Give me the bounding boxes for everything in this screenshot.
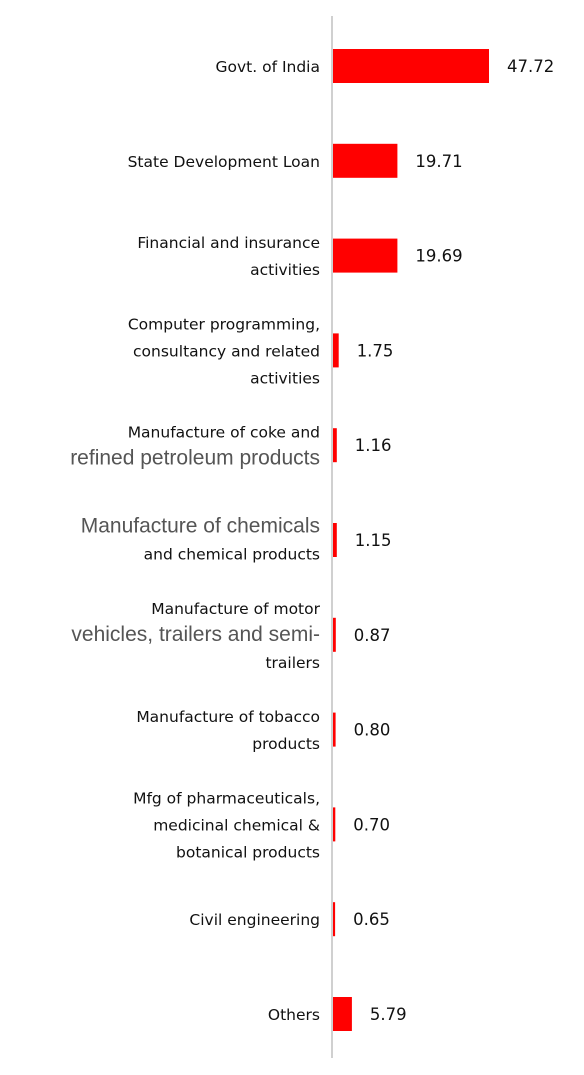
bar-7 — [333, 712, 336, 747]
bar-8 — [333, 807, 336, 842]
bar-6 — [333, 617, 336, 652]
category-label-8: Mfg of pharmaceuticals, medicinal chemica… — [133, 789, 320, 861]
category-label-8-line-1: medicinal chemical & — [153, 816, 320, 834]
category-label-3: Computer programming, consultancy and rel… — [128, 315, 320, 387]
category-label-9-line-0: Civil engineering — [189, 911, 320, 929]
value-label-6: 0.87 — [354, 626, 391, 645]
category-label-1: State Development Loan — [128, 153, 320, 171]
bar-10 — [333, 997, 352, 1031]
category-label-2-line-0: Financial and insurance — [137, 234, 320, 252]
category-label-8-line-0: Mfg of pharmaceuticals, — [133, 789, 320, 807]
category-label-4: Manufacture of coke and refined petroleum… — [70, 424, 320, 470]
bar-9 — [333, 902, 336, 937]
category-label-0-line-0: Govt. of India — [215, 58, 320, 76]
bars — [333, 49, 489, 1031]
category-label-7-line-0: Manufacture of tobacco — [136, 708, 320, 726]
category-label-10: Others — [268, 1006, 320, 1024]
value-label-5: 1.15 — [355, 531, 392, 550]
value-label-0: 47.72 — [507, 57, 554, 76]
value-label-8: 0.70 — [353, 815, 390, 834]
category-label-7: Manufacture of tobacco products — [136, 708, 320, 753]
bar-0 — [333, 49, 489, 83]
bar-2 — [333, 238, 398, 273]
category-label-0: Govt. of India — [215, 58, 320, 76]
category-label-2-line-1: activities — [250, 261, 320, 279]
category-label-5-line-0: Manufacture of chemicals — [81, 515, 320, 538]
category-label-6-line-1: vehicles, trailers and semi- — [71, 623, 320, 646]
category-label-3-line-2: activities — [250, 369, 320, 387]
category-label-7-line-1: products — [252, 735, 320, 753]
bar-3 — [333, 333, 339, 368]
category-label-6-line-0: Manufacture of motor — [151, 600, 320, 618]
category-label-4-line-0: Manufacture of coke and — [128, 424, 320, 442]
category-label-6: Manufacture of motor vehicles, trailers a… — [71, 600, 320, 672]
value-label-9: 0.65 — [353, 910, 390, 929]
category-label-4-line-1: refined petroleum products — [70, 447, 320, 470]
category-label-3-line-0: Computer programming, — [128, 315, 320, 333]
category-label-3-line-1: consultancy and related — [133, 342, 320, 360]
value-label-4: 1.16 — [355, 436, 392, 455]
value-label-3: 1.75 — [357, 341, 394, 360]
category-label-6-line-2: trailers — [265, 654, 320, 672]
bar-1 — [333, 143, 398, 178]
category-label-5-line-1: and chemical products — [144, 546, 320, 564]
category-label-2: Financial and insurance activities — [137, 234, 320, 279]
category-labels: Govt. of India State Development Loan Fina… — [70, 58, 320, 1024]
value-label-1: 19.71 — [415, 152, 462, 171]
value-label-2: 19.69 — [415, 247, 462, 266]
value-label-10: 5.79 — [370, 1005, 407, 1024]
category-label-8-line-2: botanical products — [176, 843, 320, 861]
bar-4 — [333, 428, 337, 463]
category-label-5: Manufacture of chemicals and chemical pro… — [81, 515, 320, 564]
category-label-10-line-0: Others — [268, 1006, 320, 1024]
category-label-9: Civil engineering — [189, 911, 320, 929]
category-label-1-line-0: State Development Loan — [128, 153, 320, 171]
bar-5 — [333, 523, 337, 557]
value-label-7: 0.80 — [354, 721, 391, 740]
value-labels: 47.72 19.71 19.69 1.75 1.16 1.15 0.87 0.80 0.70 0… — [353, 57, 554, 1024]
